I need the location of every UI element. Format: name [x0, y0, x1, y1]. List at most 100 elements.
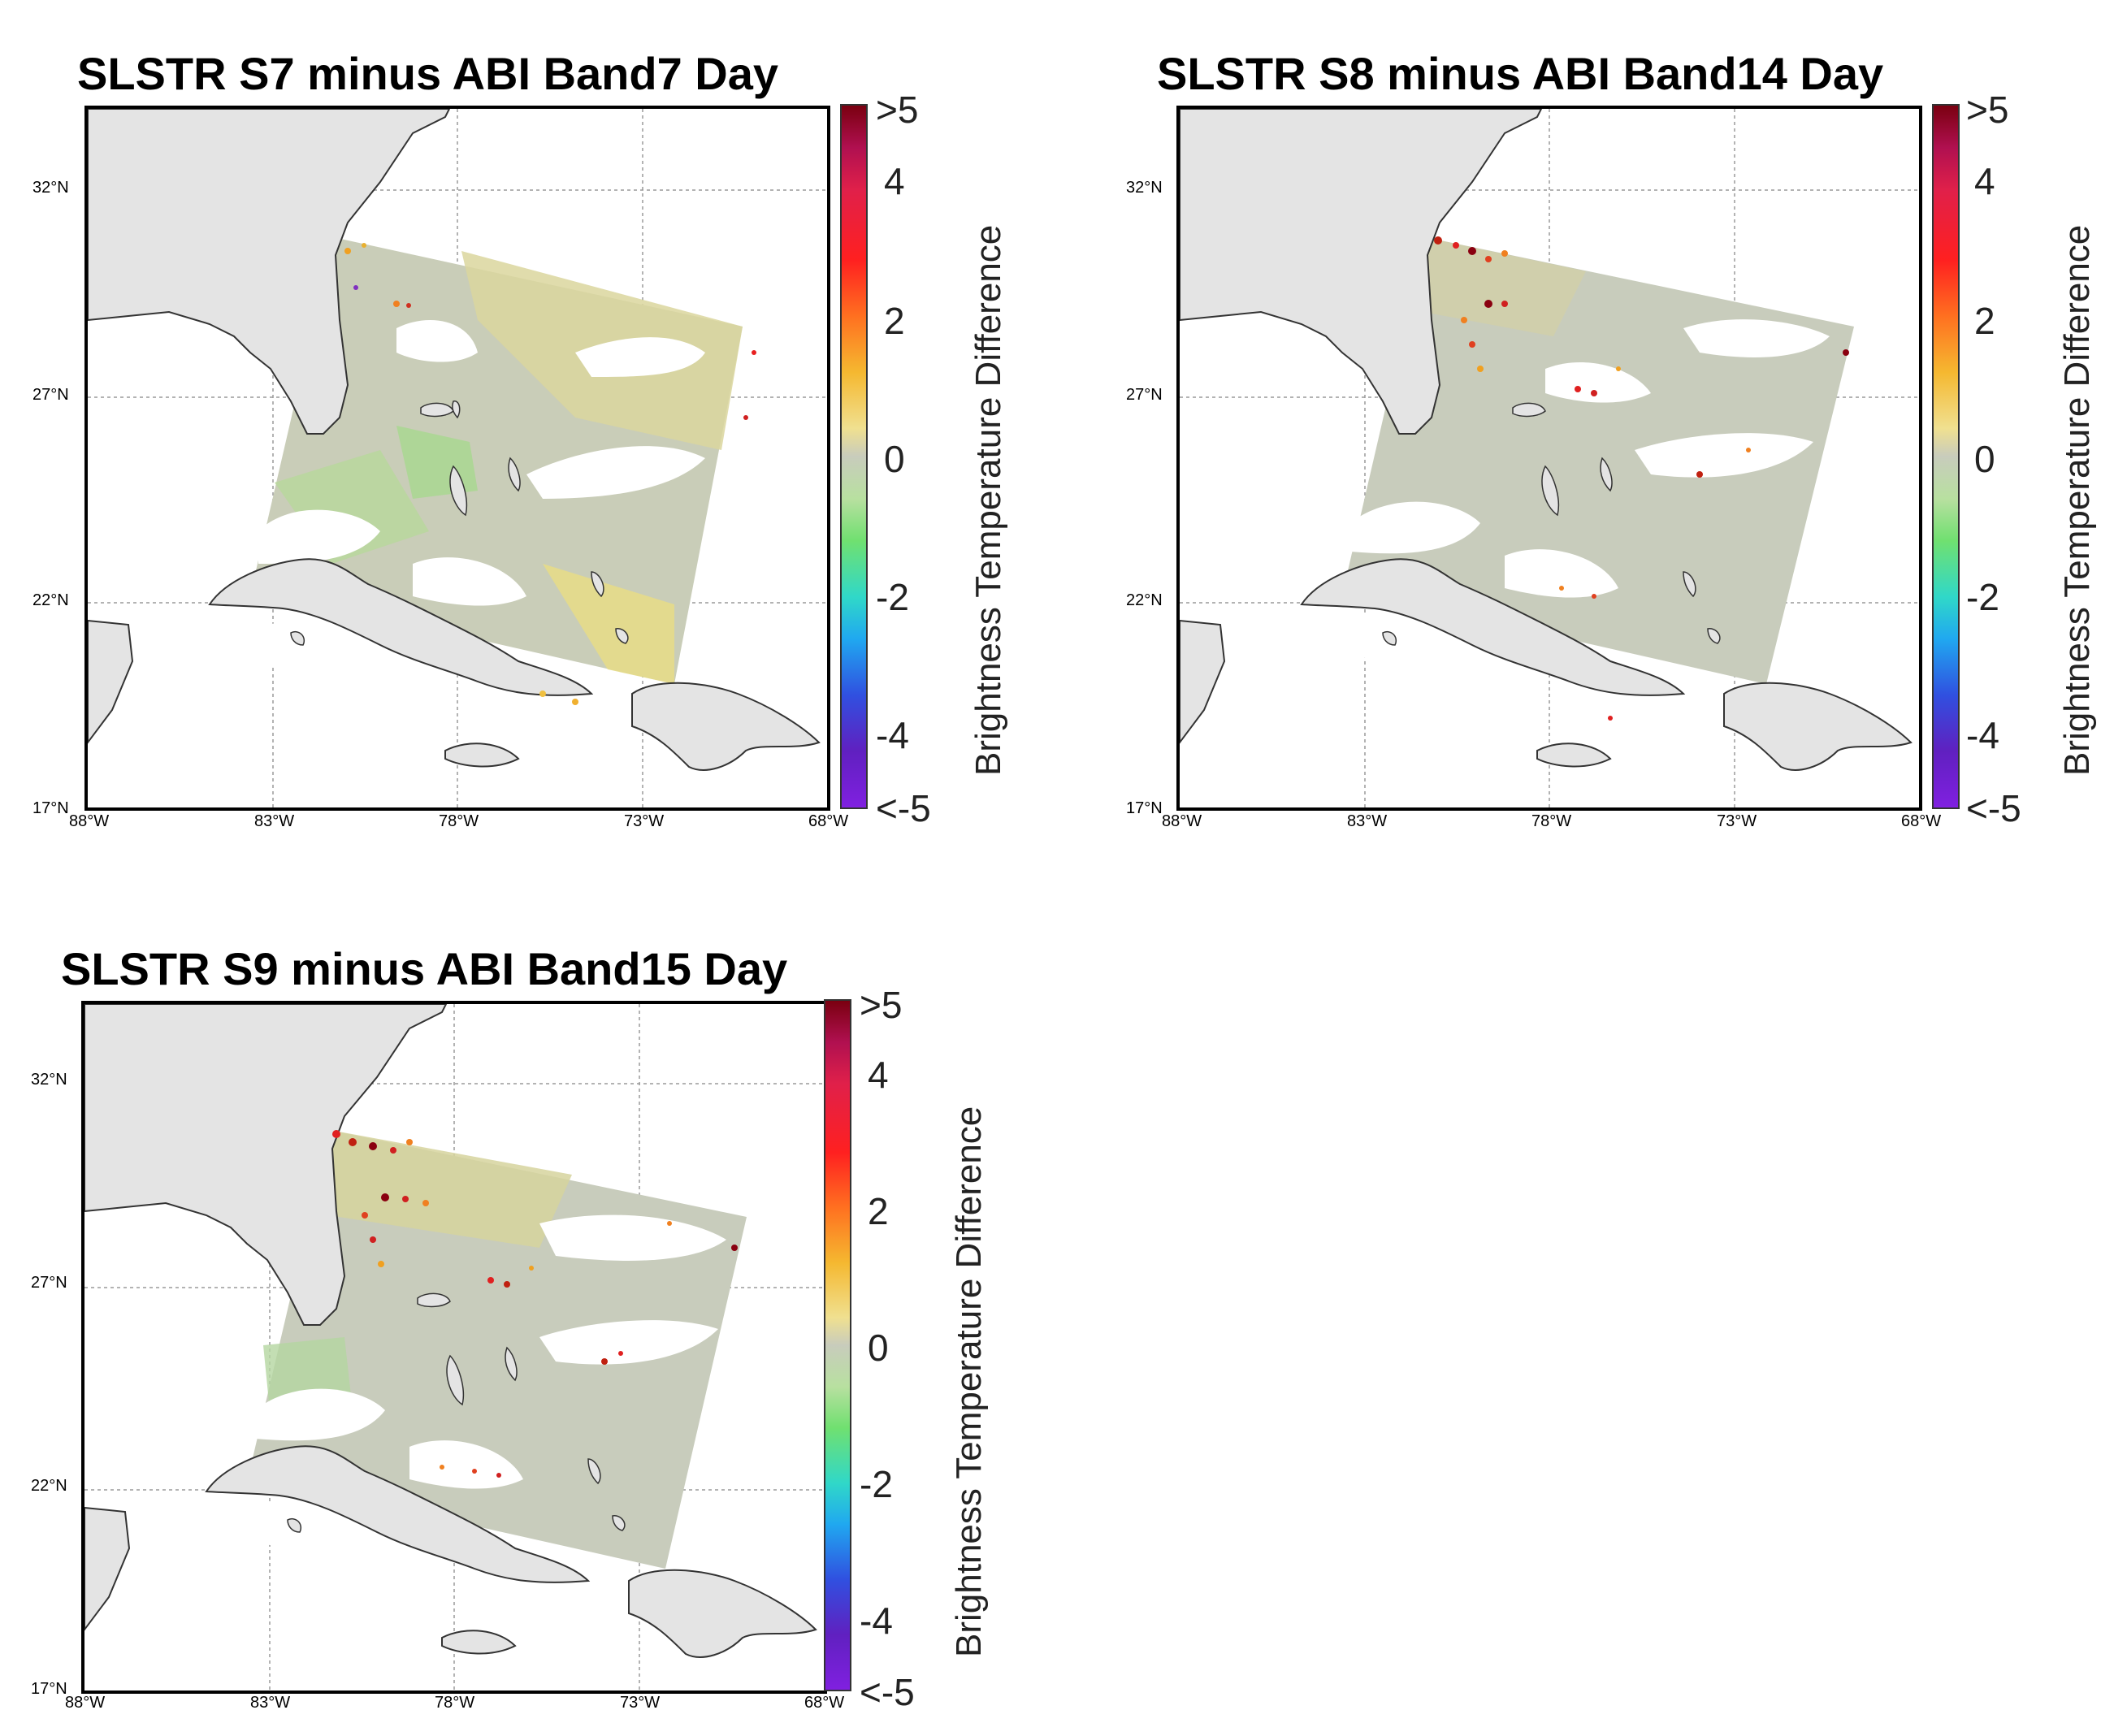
lat-tick: 32°N	[31, 1071, 67, 1089]
cloud-gap	[249, 1501, 377, 1550]
land-jamaica	[1536, 742, 1612, 768]
colorbar	[824, 999, 851, 1691]
hotspot	[572, 699, 578, 705]
hotspot	[362, 243, 366, 248]
hotspot	[1501, 301, 1508, 307]
cloud-gap	[396, 320, 478, 362]
hotspot	[370, 1236, 376, 1243]
land-cuba	[1300, 558, 1686, 696]
hotspots	[1434, 236, 1849, 721]
colorbar-tick: <-5	[1966, 787, 2021, 829]
hotspot	[731, 1245, 738, 1251]
map-canvas	[84, 1004, 824, 1691]
hotspot	[422, 1200, 429, 1206]
hotspot	[381, 1193, 389, 1201]
land-florida	[84, 1004, 448, 1326]
land-jamaica	[444, 742, 520, 768]
land-bahamas	[591, 571, 604, 598]
hotspot	[667, 1221, 672, 1226]
colorbar-tick: -4	[1966, 714, 1999, 756]
lat-tick: 17°N	[31, 1680, 67, 1698]
land-yucatan	[84, 1506, 131, 1631]
hotspot	[402, 1196, 409, 1202]
hotspot	[1746, 448, 1751, 452]
hotspots	[332, 1130, 738, 1478]
lon-tick: 88°W	[65, 1694, 106, 1712]
panel-title: SLSTR S9 minus ABI Band15 Day	[61, 943, 788, 994]
hotspot	[353, 285, 358, 290]
hotspot	[349, 1138, 357, 1146]
hotspot	[539, 691, 546, 697]
land-hispaniola	[628, 1569, 817, 1658]
hotspot	[406, 303, 411, 308]
cloud-gap	[1545, 361, 1651, 403]
colorbar-tick: -2	[876, 576, 909, 618]
land-yucatan	[88, 619, 134, 744]
hotspot	[472, 1469, 477, 1474]
land-bahamas	[615, 628, 629, 644]
lon-tick: 73°W	[624, 812, 665, 830]
lon-tick: 78°W	[435, 1694, 475, 1712]
land-bahamas	[452, 400, 461, 419]
colorbar	[1932, 104, 1960, 809]
hotspot	[1591, 390, 1597, 396]
land-florida	[88, 109, 451, 435]
hotspot	[1575, 386, 1581, 392]
cloud-gap	[1350, 501, 1480, 554]
lon-tick: 83°W	[1347, 812, 1388, 830]
lat-tick: 17°N	[1126, 799, 1163, 817]
land-hispaniola	[631, 682, 821, 771]
hotspot	[344, 248, 351, 254]
lat-tick: 22°N	[31, 1477, 67, 1495]
lon-tick: 83°W	[250, 1694, 291, 1712]
colorbar-tick: -4	[876, 714, 909, 756]
lat-tick: 22°N	[1126, 591, 1163, 609]
hotspot	[369, 1142, 377, 1150]
hotspot	[332, 1130, 340, 1138]
colorbar-tick: 4	[868, 1054, 889, 1096]
hotspot	[406, 1139, 413, 1145]
land-bahamas	[417, 1292, 451, 1308]
colorbar-label: Brightness Temperature Difference	[2057, 224, 2097, 776]
land-cuba	[208, 558, 594, 696]
map-canvas	[1180, 109, 1919, 807]
lon-tick: 68°W	[808, 812, 849, 830]
cloud-gap	[526, 446, 705, 499]
hotspot	[1461, 317, 1467, 323]
hotspot	[390, 1147, 396, 1154]
map-frame	[1176, 106, 1922, 811]
colorbar-tick: 0	[884, 438, 905, 480]
land-bahamas	[290, 631, 305, 646]
colorbar-tick: 2	[1974, 300, 1995, 342]
land-bahamas	[449, 465, 468, 517]
lon-tick: 88°W	[1162, 812, 1202, 830]
lon-tick: 68°W	[804, 1694, 845, 1712]
colorbar-tick: 4	[884, 160, 905, 202]
colorbar-tick: <-5	[860, 1671, 915, 1713]
hotspot	[440, 1465, 444, 1470]
cloud-gap	[413, 557, 526, 606]
land-bahamas	[287, 1518, 301, 1533]
land-bahamas	[587, 1458, 601, 1485]
land-jamaica	[441, 1630, 517, 1655]
lon-tick: 83°W	[254, 812, 295, 830]
hotspot	[1434, 236, 1442, 245]
hotspot	[487, 1277, 494, 1284]
colorbar-tick: >5	[1966, 89, 2009, 131]
hotspot	[1843, 349, 1849, 356]
lat-tick: 27°N	[1126, 386, 1163, 404]
lat-tick: 32°N	[32, 179, 69, 197]
land-bahamas	[1600, 457, 1613, 492]
warm-patch	[328, 1130, 572, 1248]
hotspot	[1477, 366, 1484, 372]
hotspot	[1453, 242, 1459, 249]
cloud-gap	[252, 622, 380, 671]
colorbar-tick: -2	[1966, 576, 1999, 618]
hotspot	[1468, 247, 1476, 255]
land-bahamas	[1512, 402, 1546, 418]
hotspots	[344, 243, 756, 705]
lat-tick: 27°N	[31, 1274, 67, 1292]
panel-title: SLSTR S7 minus ABI Band7 Day	[77, 48, 778, 99]
cloud-gap	[409, 1440, 523, 1489]
map-canvas	[88, 109, 827, 807]
